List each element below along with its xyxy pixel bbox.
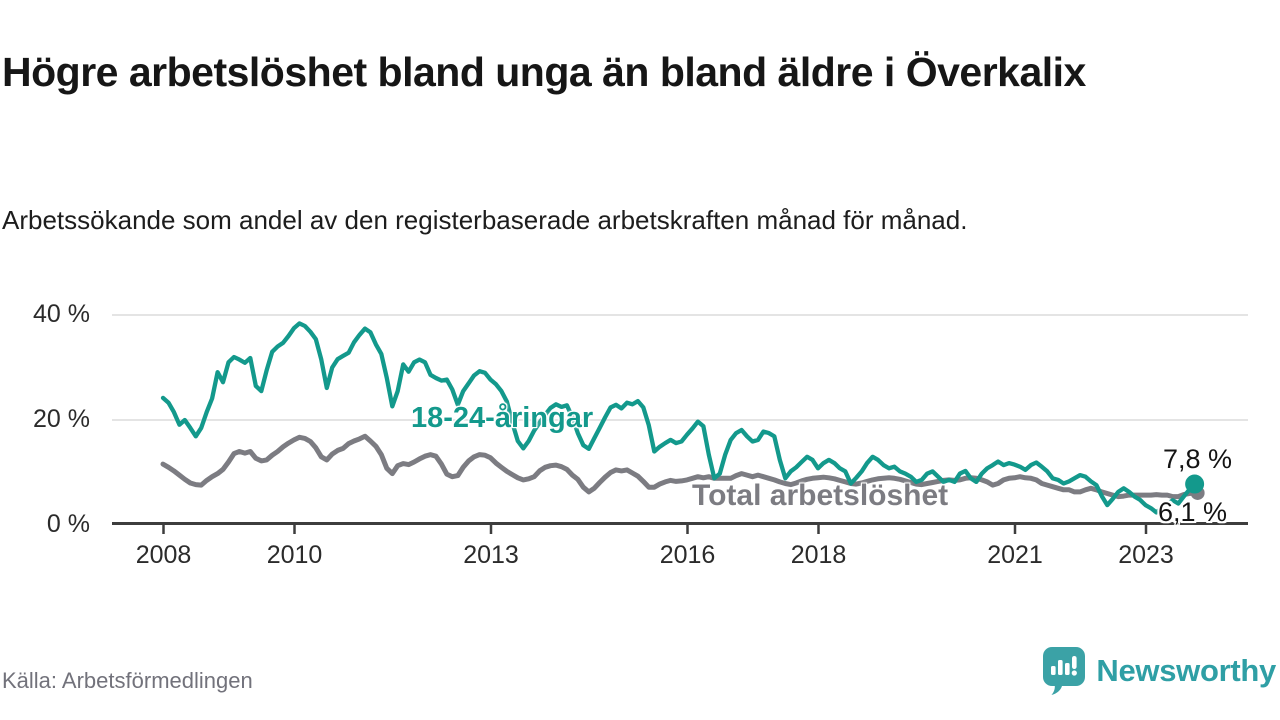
x-tick-label: 2023	[1118, 541, 1174, 569]
y-tick-label: 20 %	[33, 405, 90, 433]
brand-logo: Newsworthy	[1042, 646, 1276, 696]
y-tick-label: 0 %	[46, 510, 90, 538]
page-subtitle: Arbetssökande som andel av den registerb…	[2, 205, 968, 235]
series-label-youth: 18-24-åringar	[411, 402, 594, 434]
x-tick-label: 2013	[463, 541, 519, 569]
total-end-value-label: 6,1 %	[1158, 497, 1228, 527]
x-tick-label: 2008	[135, 541, 192, 569]
newsworthy-icon	[1043, 647, 1086, 695]
series-total-line	[160, 433, 1198, 500]
x-tick-label: 2016	[659, 541, 716, 569]
x-tick-label: 2018	[790, 541, 847, 569]
series-youth-end-dot	[1185, 474, 1205, 494]
page-title: Högre arbetslöshet bland unga än bland ä…	[2, 49, 1086, 96]
x-axis-ticks	[162, 525, 1148, 534]
series-label-total: Total arbetslöshet	[692, 479, 949, 512]
y-tick-label: 40 %	[33, 300, 90, 328]
source-credit: Källa: Arbetsförmedlingen	[2, 668, 253, 693]
gridlines	[112, 314, 1248, 421]
brand-name: Newsworthy	[1096, 653, 1276, 688]
series-youth-line	[160, 321, 1197, 515]
x-tick-label: 2010	[266, 541, 323, 569]
x-tick-label: 2021	[987, 541, 1043, 569]
youth-end-value-label: 7,8 %	[1163, 444, 1233, 474]
